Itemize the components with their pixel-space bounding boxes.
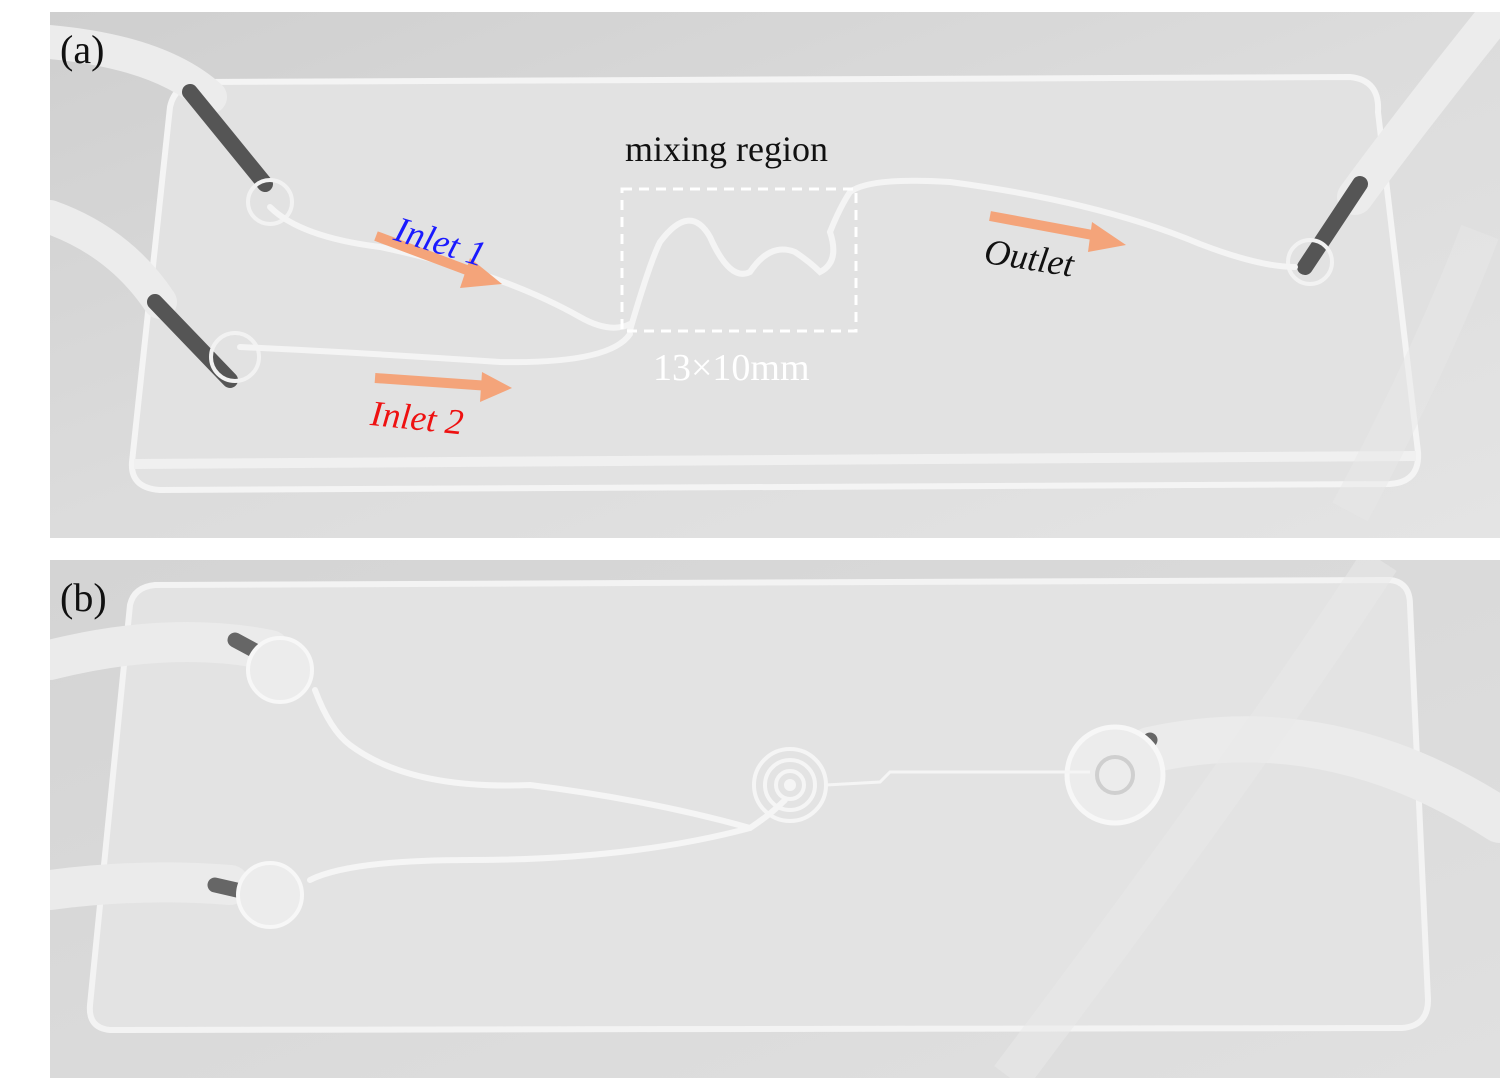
photo-panel-b: (b)	[50, 560, 1500, 1078]
needle-outlet	[1297, 176, 1368, 275]
tube-inlet-1	[50, 25, 227, 114]
needle-inlet-1	[182, 84, 273, 192]
chip-photo-a	[50, 12, 1500, 538]
mixing-region-size: 13×10mm	[653, 347, 810, 389]
tube-b-2	[50, 862, 250, 910]
tube-inlet-2	[50, 200, 177, 319]
mixing-region-box	[620, 187, 858, 333]
needle-inlet-2	[147, 294, 238, 388]
arrow-outlet	[989, 211, 1126, 252]
arrow-inlet-1	[374, 231, 502, 288]
spiral-channel	[752, 747, 828, 823]
panel-label-a: (a)	[60, 27, 105, 72]
photo-panel-a: (a) mixing region 13×10mm Inlet 1 Inlet …	[50, 12, 1500, 538]
mixing-region-title: mixing region	[625, 129, 828, 169]
tube-outlet	[1337, 12, 1500, 215]
tube-b-outlet	[1127, 716, 1500, 843]
panel-label-b: (b)	[60, 575, 107, 620]
arrow-inlet-2	[374, 372, 512, 402]
chip-photo-b	[50, 560, 1500, 1078]
